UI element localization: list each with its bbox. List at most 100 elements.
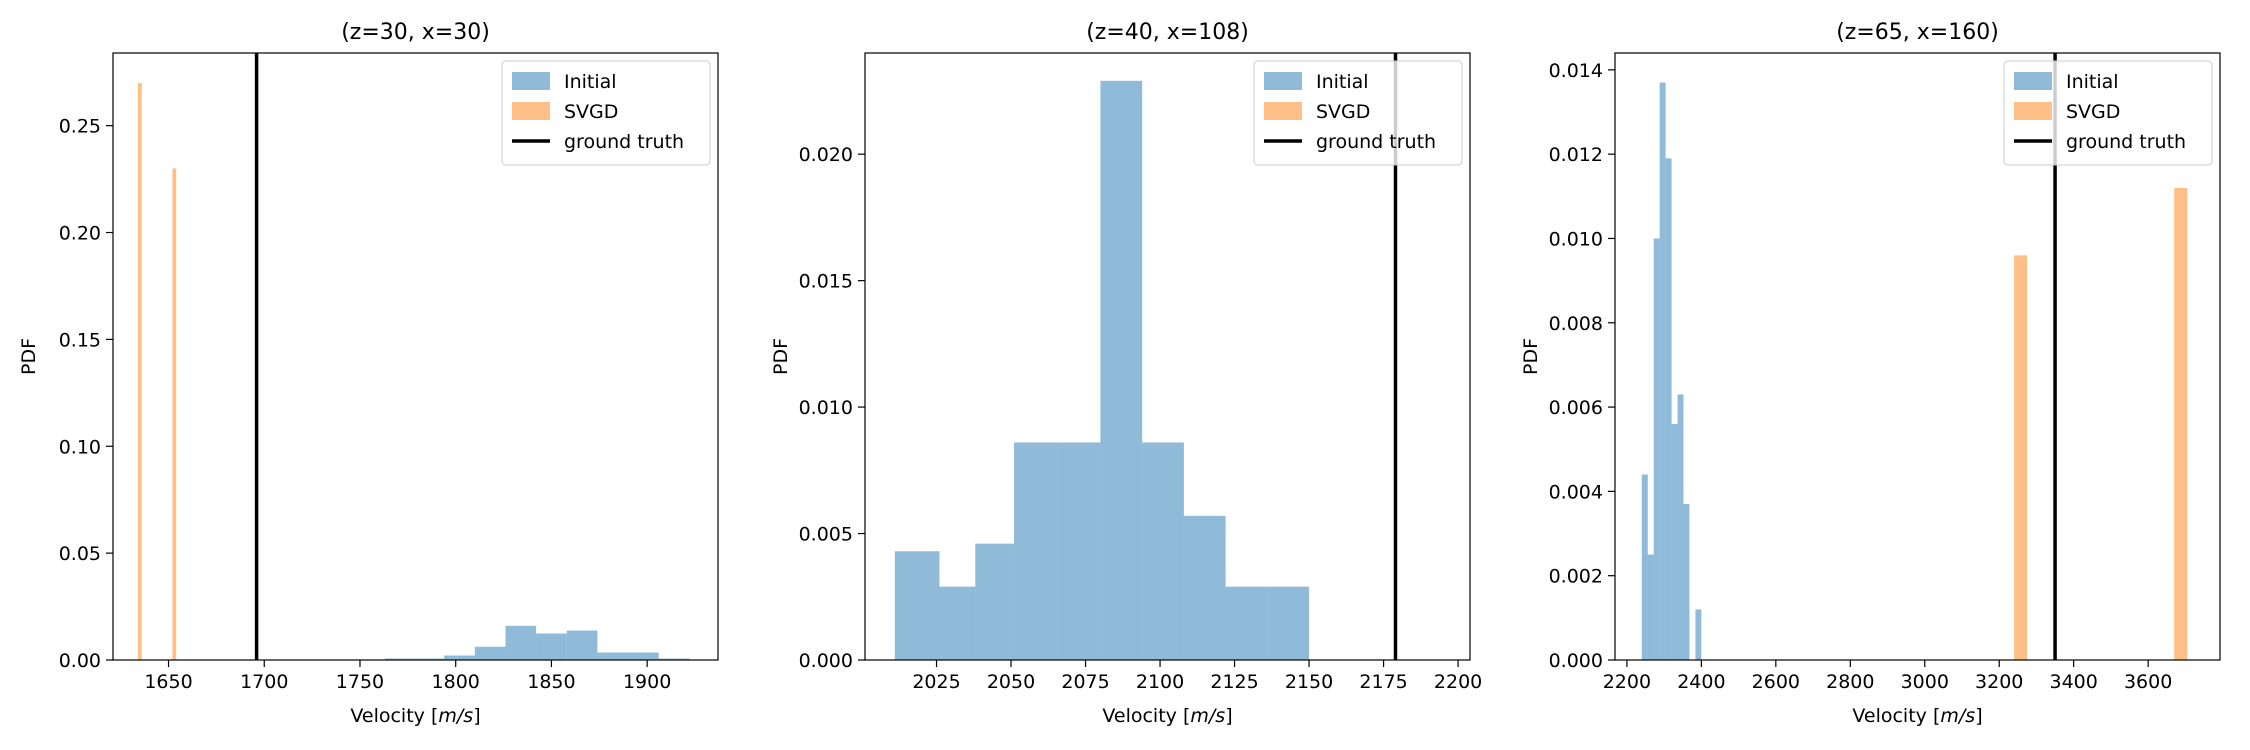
legend-label: SVGD (1316, 101, 1370, 123)
svgd-bar-1 (2014, 255, 2028, 661)
y-axis-label: PDF (1520, 338, 1542, 375)
x-tick-label: 2050 (987, 671, 1035, 693)
initial-bar-4 (474, 646, 506, 660)
initial-bar-10 (1695, 609, 1702, 660)
plot-frame (1614, 52, 2221, 661)
y-tick-label: 0.014 (1549, 60, 1603, 82)
initial-bar-8 (1683, 504, 1690, 660)
x-axis-label-prefix: Velocity [ (1852, 705, 1940, 727)
legend-label: Initial (2066, 71, 2119, 93)
x-tick-label: 1800 (432, 671, 480, 693)
chart-panel-1: 1650 1700 1750 1800 1850 1900 0.00 0.05 0.10 0.15… (18, 20, 719, 727)
x-tick-label: 2400 (1677, 671, 1725, 693)
initial-bar-5 (505, 625, 537, 660)
initial-bar-8 (1183, 515, 1226, 660)
y-tick-label: 0.15 (59, 329, 101, 351)
x-tick-label: 2075 (1061, 671, 1109, 693)
x-axis-label-suffix: ] (1975, 705, 1982, 727)
initial-bar-3 (1653, 238, 1660, 660)
y-tick-label: 0.008 (1549, 313, 1603, 335)
x-tick-label: 1750 (336, 671, 384, 693)
legend-svgd-swatch (2014, 102, 2052, 120)
x-tick-label: 1650 (144, 671, 192, 693)
legend-label: Initial (564, 71, 617, 93)
initial-bar-2 (413, 658, 445, 660)
legend-label: Initial (1316, 71, 1369, 93)
legend: Initial SVGD ground truth (1253, 60, 1463, 166)
initial-bar-8 (597, 652, 629, 660)
y-tick-label: 0.000 (1549, 650, 1603, 672)
x-tick-label: 2150 (1285, 671, 1333, 693)
initial-bar-6 (536, 633, 567, 660)
legend-box (501, 60, 711, 166)
legend: Initial SVGD ground truth (2003, 60, 2213, 166)
x-axis-label-suffix: ] (473, 705, 480, 727)
x-tick-label: 3200 (1975, 671, 2023, 693)
initial-bar-2 (939, 586, 976, 660)
y-tick-label: 0.010 (799, 397, 853, 419)
x-axis-label-unit: m/s (1940, 705, 1975, 727)
x-tick-label: 2025 (912, 671, 960, 693)
y-tick-label: 0.020 (799, 144, 853, 166)
legend-box (1253, 60, 1463, 166)
legend-svgd-swatch (512, 102, 550, 120)
x-tick-label: 2800 (1826, 671, 1874, 693)
initial-bar-7 (1677, 394, 1684, 660)
x-tick-label: 1900 (623, 671, 671, 693)
x-tick-label: 3000 (1901, 671, 1949, 693)
plot-frame (864, 52, 1471, 661)
y-tick-label: 0.004 (1549, 481, 1603, 503)
chart-title: (z=40, x=108) (1086, 20, 1249, 45)
y-tick-label: 0.05 (59, 543, 101, 565)
y-tick-label: 0.012 (1549, 144, 1603, 166)
initial-bar-1 (1641, 474, 1648, 660)
initial-bar-7 (1142, 442, 1184, 660)
chart-panel-2: 2025 2050 2075 2100 2125 2150 2175 2200 0.000 0.0… (770, 20, 1482, 727)
plot-frame (112, 52, 719, 661)
x-axis-label: Velocity [m/s] (1102, 705, 1232, 727)
x-tick-label: 2200 (1603, 671, 1651, 693)
initial-bar-5 (1665, 158, 1672, 660)
y-tick-label: 0.00 (59, 650, 101, 672)
svgd-bar-1 (137, 82, 142, 660)
legend-box (2003, 60, 2213, 166)
legend-label: SVGD (564, 101, 618, 123)
svgd-bar-2 (172, 168, 177, 660)
legend-label: ground truth (564, 131, 684, 153)
x-axis-label: Velocity [m/s] (1852, 705, 1982, 727)
y-tick-label: 0.015 (799, 271, 853, 293)
legend: Initial SVGD ground truth (501, 60, 711, 166)
x-axis-label-prefix: Velocity [ (1102, 705, 1190, 727)
y-tick-label: 0.002 (1549, 566, 1603, 588)
x-tick-label: 2125 (1210, 671, 1258, 693)
chart-title: (z=65, x=160) (1836, 20, 1999, 45)
chart-title: (z=30, x=30) (341, 20, 490, 45)
legend-label: SVGD (2066, 101, 2120, 123)
x-tick-label: 2200 (1434, 671, 1482, 693)
y-tick-label: 0.006 (1549, 397, 1603, 419)
y-tick-label: 0.20 (59, 223, 101, 245)
y-tick-label: 0.000 (799, 650, 853, 672)
initial-bar-2 (1647, 554, 1654, 660)
legend-initial-swatch (1264, 72, 1302, 90)
x-tick-label: 1850 (527, 671, 575, 693)
x-axis-label-unit: m/s (1190, 705, 1225, 727)
x-axis-label-prefix: Velocity [ (350, 705, 438, 727)
x-axis-label-unit: m/s (438, 705, 473, 727)
x-tick-label: 2100 (1136, 671, 1184, 693)
initial-bar-1 (894, 551, 940, 660)
initial-bar-3 (975, 543, 1015, 660)
y-tick-label: 0.10 (59, 436, 101, 458)
legend-initial-swatch (512, 72, 550, 90)
x-tick-label: 2600 (1752, 671, 1800, 693)
x-tick-label: 3600 (2124, 671, 2172, 693)
legend-initial-swatch (2014, 72, 2052, 90)
y-tick-label: 0.25 (59, 116, 101, 138)
x-axis-label: Velocity [m/s] (350, 705, 480, 727)
x-tick-label: 1700 (240, 671, 288, 693)
x-tick-label: 2175 (1359, 671, 1407, 693)
initial-bar-4 (1014, 442, 1059, 660)
initial-bar-6 (1100, 80, 1143, 661)
initial-bar-9 (1225, 586, 1268, 660)
